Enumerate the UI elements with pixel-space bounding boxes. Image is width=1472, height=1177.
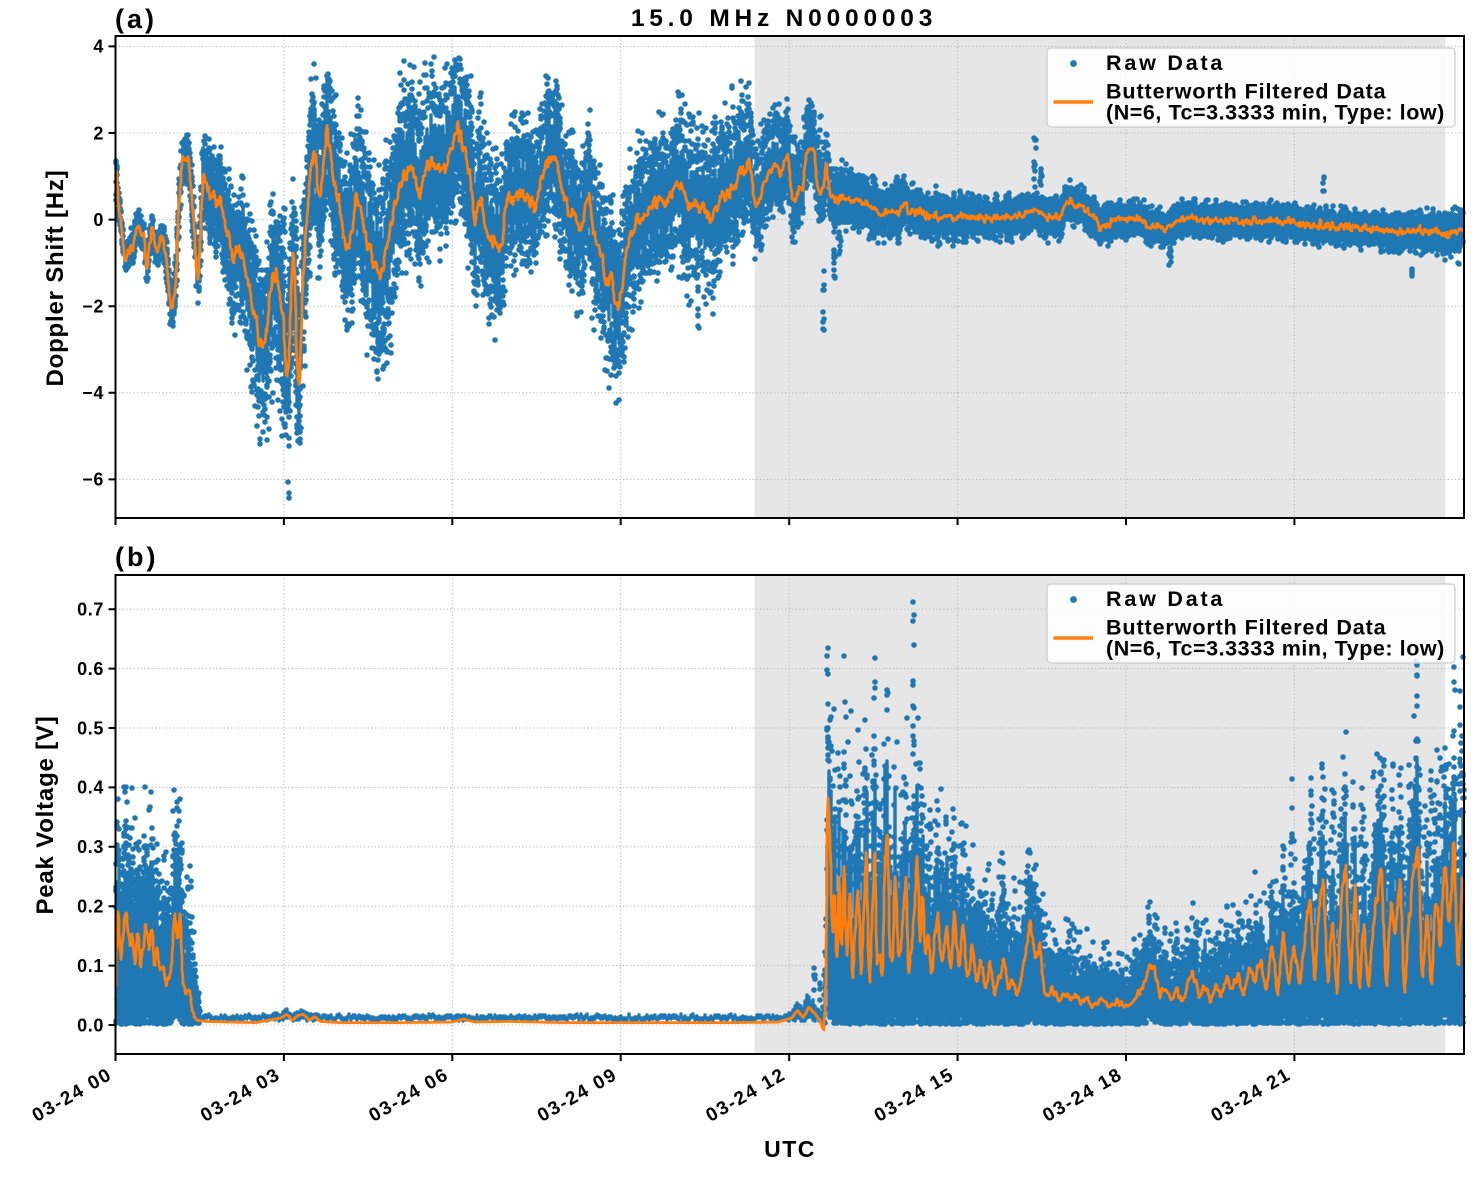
svg-text:0: 0 bbox=[93, 210, 104, 230]
svg-text:0.1: 0.1 bbox=[77, 956, 104, 976]
svg-text:4: 4 bbox=[93, 37, 104, 57]
svg-text:−2: −2 bbox=[82, 297, 104, 317]
svg-text:0.3: 0.3 bbox=[77, 837, 104, 857]
svg-text:(N=6, Tc=3.3333 min, Type: low: (N=6, Tc=3.3333 min, Type: low) bbox=[1106, 637, 1445, 661]
svg-text:0.0: 0.0 bbox=[77, 1015, 104, 1035]
svg-text:(b): (b) bbox=[115, 542, 158, 572]
svg-text:−6: −6 bbox=[82, 470, 104, 490]
svg-text:−4: −4 bbox=[82, 383, 104, 403]
svg-text:0.7: 0.7 bbox=[77, 600, 104, 620]
svg-text:Raw Data: Raw Data bbox=[1106, 587, 1225, 611]
svg-text:(N=6, Tc=3.3333 min, Type: low: (N=6, Tc=3.3333 min, Type: low) bbox=[1106, 101, 1445, 125]
svg-text:(a): (a) bbox=[115, 4, 157, 34]
svg-text:Butterworth Filtered Data: Butterworth Filtered Data bbox=[1106, 616, 1387, 640]
svg-text:0.2: 0.2 bbox=[77, 897, 104, 917]
svg-text:2: 2 bbox=[93, 123, 104, 143]
svg-text:Raw Data: Raw Data bbox=[1106, 51, 1225, 75]
svg-text:Butterworth Filtered Data: Butterworth Filtered Data bbox=[1106, 80, 1387, 104]
svg-text:Peak Voltage [V]: Peak Voltage [V] bbox=[32, 715, 59, 914]
svg-text:Doppler Shift [Hz]: Doppler Shift [Hz] bbox=[42, 169, 69, 386]
svg-text:15.0 MHz N0000003: 15.0 MHz N0000003 bbox=[631, 5, 937, 32]
svg-text:0.4: 0.4 bbox=[77, 778, 104, 798]
svg-text:UTC: UTC bbox=[764, 1136, 816, 1162]
svg-text:0.6: 0.6 bbox=[77, 659, 104, 679]
svg-text:0.5: 0.5 bbox=[77, 718, 104, 738]
